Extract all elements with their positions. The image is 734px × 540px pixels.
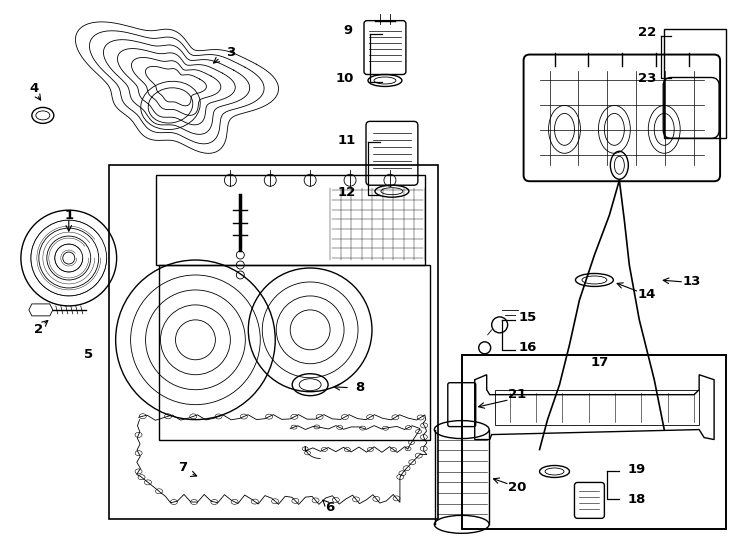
Text: 20: 20 — [509, 481, 527, 494]
Text: 2: 2 — [34, 323, 43, 336]
Text: 8: 8 — [355, 381, 365, 394]
Text: 17: 17 — [590, 356, 608, 369]
Bar — [156, 176, 425, 265]
Bar — [109, 165, 437, 519]
Text: 15: 15 — [518, 312, 537, 325]
Text: 7: 7 — [178, 461, 187, 474]
Text: 11: 11 — [338, 134, 356, 147]
Text: 6: 6 — [325, 501, 335, 514]
Text: 5: 5 — [84, 348, 93, 361]
Text: 22: 22 — [638, 26, 656, 39]
Text: 12: 12 — [338, 186, 356, 199]
Text: 18: 18 — [627, 493, 645, 506]
Text: 4: 4 — [29, 82, 38, 95]
Bar — [462, 355, 726, 529]
Text: 21: 21 — [509, 388, 527, 401]
Text: 14: 14 — [637, 288, 655, 301]
Text: 1: 1 — [64, 208, 73, 221]
Text: 13: 13 — [683, 275, 702, 288]
Text: 3: 3 — [226, 46, 235, 59]
Text: 16: 16 — [518, 341, 537, 354]
Text: 9: 9 — [344, 24, 352, 37]
Bar — [664, 29, 726, 138]
Text: 10: 10 — [336, 72, 355, 85]
Text: 19: 19 — [627, 463, 645, 476]
Text: 23: 23 — [638, 72, 656, 85]
